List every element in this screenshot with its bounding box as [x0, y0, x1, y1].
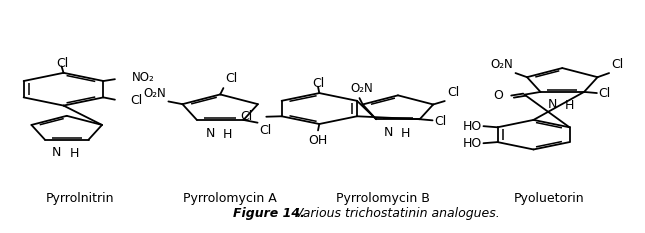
Text: O₂N: O₂N: [144, 87, 166, 100]
Text: O₂N: O₂N: [490, 58, 513, 72]
Text: HO: HO: [462, 120, 482, 133]
Text: H: H: [401, 127, 410, 140]
Text: Cl: Cl: [225, 72, 237, 85]
Text: H: H: [223, 128, 232, 141]
Text: N: N: [548, 98, 557, 111]
Text: Cl: Cl: [435, 115, 447, 127]
Text: Pyrrolomycin B: Pyrrolomycin B: [336, 192, 430, 205]
Text: Cl: Cl: [611, 58, 624, 72]
Text: Pyrrolnitrin: Pyrrolnitrin: [45, 192, 114, 205]
Text: Cl: Cl: [598, 86, 610, 99]
Text: OH: OH: [308, 134, 328, 147]
Text: Cl: Cl: [56, 57, 68, 70]
Text: N: N: [384, 126, 393, 139]
Text: Pyoluetorin: Pyoluetorin: [514, 192, 585, 205]
Text: NO₂: NO₂: [132, 71, 155, 84]
Text: O: O: [493, 89, 502, 102]
Text: Cl: Cl: [130, 94, 143, 107]
Text: H: H: [565, 99, 574, 112]
Text: Cl: Cl: [447, 86, 459, 99]
Text: HO: HO: [462, 137, 482, 150]
Text: N: N: [206, 127, 215, 140]
Text: Cl: Cl: [312, 77, 324, 90]
Text: Figure 14.: Figure 14.: [233, 207, 305, 220]
Text: N: N: [52, 146, 62, 159]
Text: Cl: Cl: [259, 124, 272, 137]
Text: H: H: [69, 147, 79, 161]
Text: Various trichostatinin analogues.: Various trichostatinin analogues.: [290, 207, 499, 220]
Text: Pyrrolomycin A: Pyrrolomycin A: [183, 192, 277, 205]
Text: Cl: Cl: [241, 110, 253, 123]
Text: O₂N: O₂N: [350, 82, 373, 95]
